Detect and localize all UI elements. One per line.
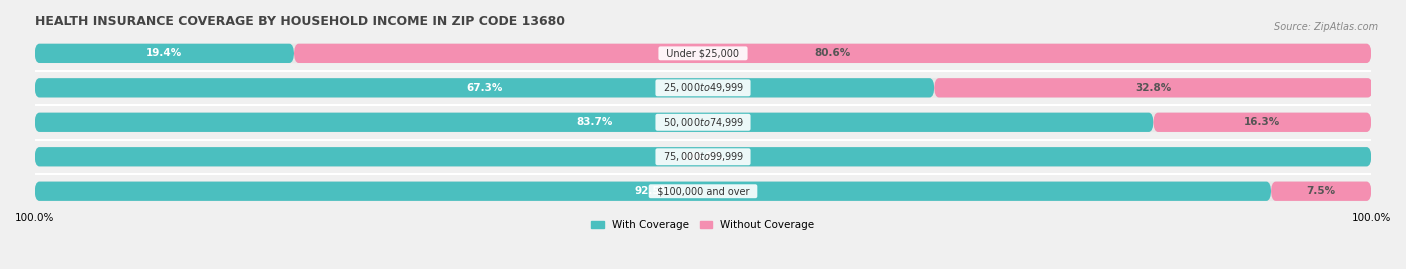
Text: 100.0%: 100.0% — [682, 152, 724, 162]
Text: 83.7%: 83.7% — [576, 117, 612, 127]
FancyBboxPatch shape — [35, 181, 1371, 201]
FancyBboxPatch shape — [934, 78, 1372, 97]
Text: HEALTH INSURANCE COVERAGE BY HOUSEHOLD INCOME IN ZIP CODE 13680: HEALTH INSURANCE COVERAGE BY HOUSEHOLD I… — [35, 15, 565, 28]
FancyBboxPatch shape — [35, 44, 1371, 63]
Text: 92.5%: 92.5% — [636, 186, 671, 196]
FancyBboxPatch shape — [35, 78, 935, 97]
FancyBboxPatch shape — [35, 147, 1371, 167]
Text: 16.3%: 16.3% — [1244, 117, 1281, 127]
Text: Under $25,000: Under $25,000 — [661, 48, 745, 58]
Text: $100,000 and over: $100,000 and over — [651, 186, 755, 196]
FancyBboxPatch shape — [35, 147, 1371, 167]
Text: 80.6%: 80.6% — [814, 48, 851, 58]
Text: $75,000 to $99,999: $75,000 to $99,999 — [658, 150, 748, 163]
Text: 19.4%: 19.4% — [146, 48, 183, 58]
Text: $50,000 to $74,999: $50,000 to $74,999 — [658, 116, 748, 129]
FancyBboxPatch shape — [1271, 182, 1371, 201]
FancyBboxPatch shape — [35, 112, 1371, 132]
FancyBboxPatch shape — [35, 113, 1153, 132]
Text: 67.3%: 67.3% — [467, 83, 503, 93]
FancyBboxPatch shape — [1153, 113, 1371, 132]
FancyBboxPatch shape — [35, 44, 294, 63]
Text: $25,000 to $49,999: $25,000 to $49,999 — [658, 81, 748, 94]
FancyBboxPatch shape — [35, 78, 1371, 98]
Text: 7.5%: 7.5% — [1306, 186, 1336, 196]
Text: 32.8%: 32.8% — [1135, 83, 1171, 93]
FancyBboxPatch shape — [294, 44, 1371, 63]
Legend: With Coverage, Without Coverage: With Coverage, Without Coverage — [588, 216, 818, 234]
Text: Source: ZipAtlas.com: Source: ZipAtlas.com — [1274, 22, 1378, 31]
FancyBboxPatch shape — [35, 182, 1271, 201]
